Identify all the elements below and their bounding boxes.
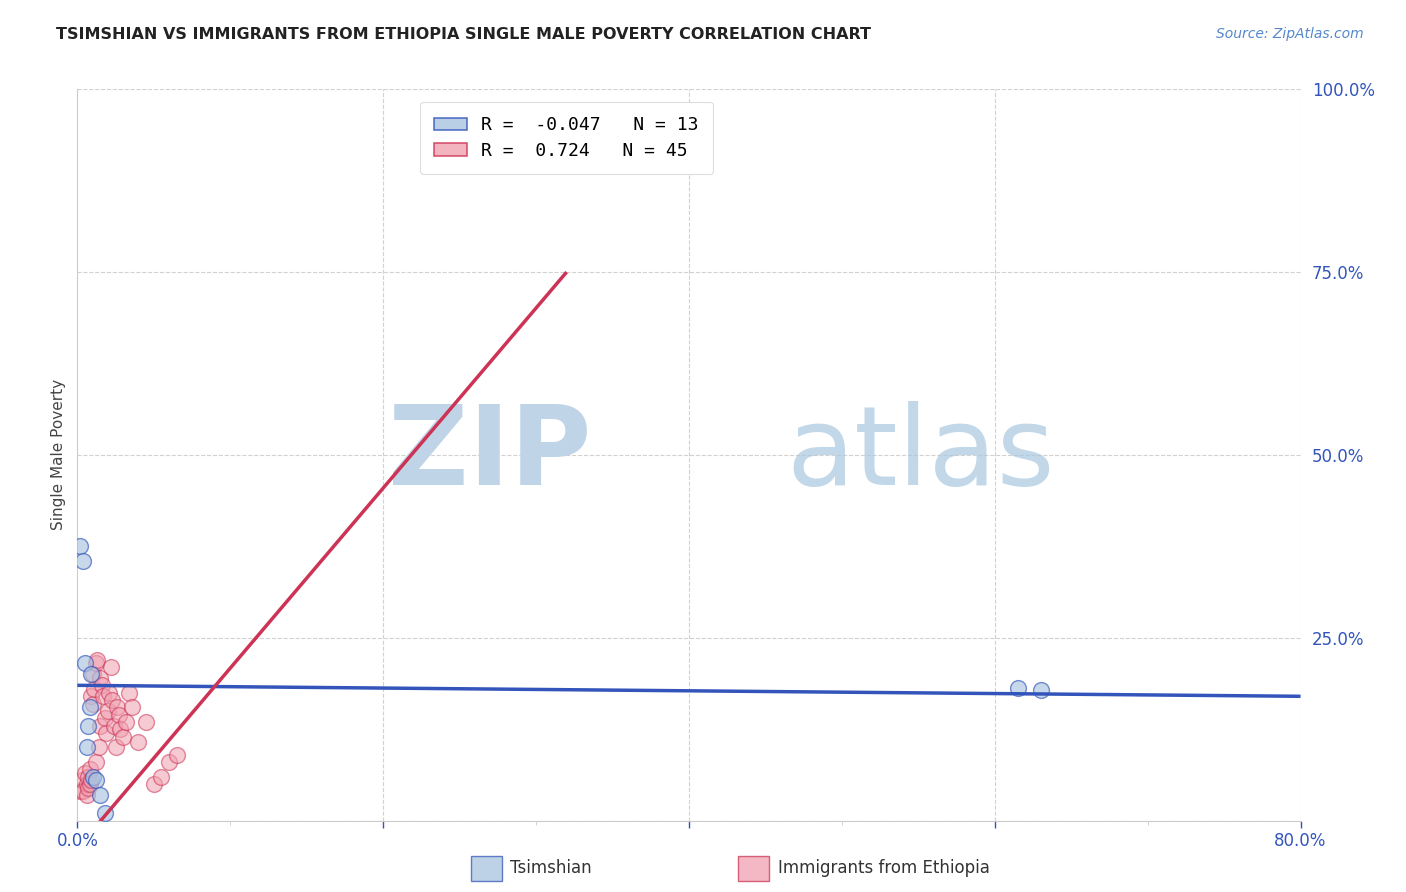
Point	[80, 667, 103, 681]
Point	[157, 755, 180, 769]
Point	[1007, 681, 1029, 695]
Point	[108, 723, 131, 737]
Point	[509, 119, 531, 133]
Point	[76, 740, 98, 755]
Point	[86, 653, 108, 667]
Point	[89, 671, 111, 685]
Point	[82, 770, 104, 784]
Point	[83, 681, 105, 696]
Point	[166, 747, 188, 762]
Point	[79, 777, 101, 791]
Point	[105, 700, 128, 714]
Point	[72, 554, 94, 568]
Point	[89, 788, 111, 802]
Text: Immigrants from Ethiopia: Immigrants from Ethiopia	[778, 859, 990, 877]
Point	[94, 806, 117, 821]
Text: ZIP: ZIP	[388, 401, 591, 508]
Point	[96, 726, 118, 740]
Point	[98, 686, 121, 700]
Point	[107, 707, 129, 722]
Point	[142, 777, 165, 791]
Point	[84, 773, 107, 788]
Point	[84, 657, 107, 671]
Point	[91, 690, 114, 704]
Point	[76, 788, 98, 802]
Point	[90, 678, 112, 692]
Text: Tsimshian: Tsimshian	[510, 859, 592, 877]
Point	[79, 700, 101, 714]
Point	[100, 660, 122, 674]
Point	[1029, 683, 1052, 698]
Point	[73, 766, 96, 780]
Point	[94, 711, 117, 725]
Point	[127, 734, 149, 748]
Point	[115, 714, 138, 729]
Point	[73, 657, 96, 671]
Point	[121, 700, 143, 714]
Point	[77, 780, 100, 795]
Point	[76, 777, 98, 791]
Point	[104, 740, 127, 755]
Legend: R =  -0.047   N = 13, R =  0.724   N = 45: R = -0.047 N = 13, R = 0.724 N = 45	[420, 102, 713, 174]
Text: TSIMSHIAN VS IMMIGRANTS FROM ETHIOPIA SINGLE MALE POVERTY CORRELATION CHART: TSIMSHIAN VS IMMIGRANTS FROM ETHIOPIA SI…	[56, 27, 872, 42]
Y-axis label: Single Male Poverty: Single Male Poverty	[51, 379, 66, 531]
Point	[89, 718, 111, 732]
Point	[79, 763, 101, 777]
Text: atlas: atlas	[787, 401, 1056, 508]
Point	[87, 740, 110, 755]
Point	[72, 784, 94, 798]
Point	[80, 690, 103, 704]
Point	[150, 770, 173, 784]
Point	[101, 693, 124, 707]
Point	[82, 667, 104, 681]
Point	[97, 704, 120, 718]
Point	[118, 686, 141, 700]
Point	[112, 730, 135, 744]
Point	[82, 697, 104, 711]
Text: Source: ZipAtlas.com: Source: ZipAtlas.com	[1216, 27, 1364, 41]
Point	[77, 770, 100, 784]
Point	[84, 755, 107, 769]
Point	[70, 773, 93, 788]
Point	[103, 718, 125, 732]
Point	[69, 539, 91, 553]
Point	[77, 718, 100, 732]
Point	[80, 773, 103, 788]
Point	[135, 714, 157, 729]
Point	[69, 784, 91, 798]
